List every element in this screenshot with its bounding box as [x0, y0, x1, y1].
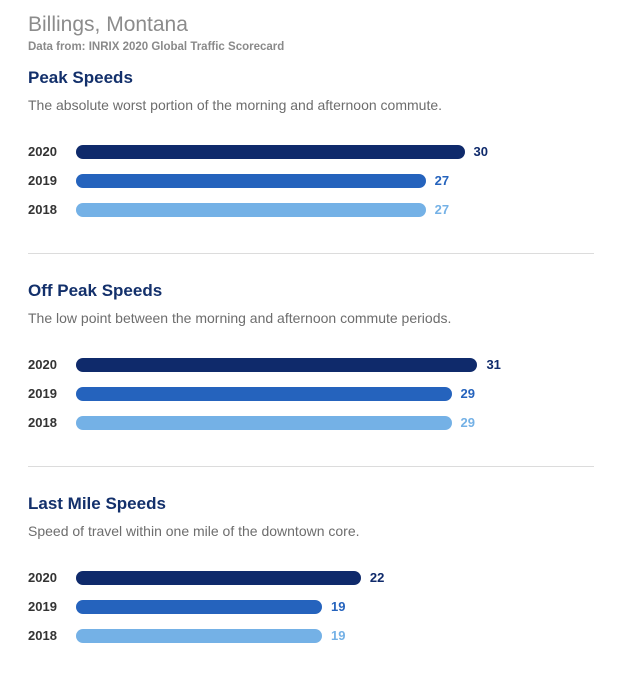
bar-row: 2020 30 — [0, 141, 620, 163]
section-divider — [28, 466, 594, 467]
bar — [76, 145, 465, 159]
bar-row: 2020 22 — [0, 567, 620, 589]
bar-row: 2018 29 — [0, 412, 620, 434]
bar — [76, 203, 426, 217]
data-source: Data from: INRIX 2020 Global Traffic Sco… — [28, 41, 285, 53]
page-title: Billings, Montana — [28, 13, 188, 36]
category-label: 2019 — [28, 386, 57, 401]
category-label: 2020 — [28, 357, 57, 372]
data-label: 22 — [369, 570, 385, 585]
data-label: 19 — [331, 628, 346, 643]
data-label: 27 — [434, 173, 450, 188]
bar — [76, 600, 323, 614]
category-label: 2020 — [28, 570, 57, 585]
bar — [76, 629, 323, 643]
bar-row: 2019 27 — [0, 170, 620, 192]
peak-speeds-chart: Peak Speeds The absolute worst portion of… — [0, 68, 620, 268]
chart-title: Off Peak Speeds — [28, 281, 163, 300]
bar — [76, 174, 426, 188]
category-label: 2020 — [28, 144, 57, 159]
bar-row: 2019 29 — [0, 383, 620, 405]
data-label: 29 — [460, 415, 476, 430]
bar — [76, 416, 452, 430]
last-mile-speeds-chart: Last Mile Speeds Speed of travel within o… — [0, 494, 620, 694]
bar — [76, 387, 452, 401]
bar-row: 2020 31 — [0, 354, 620, 376]
bar-row: 2019 19 — [0, 596, 620, 618]
bar — [76, 571, 361, 585]
chart-subtitle: The absolute worst portion of the mornin… — [28, 97, 443, 113]
chart-subtitle: The low point between the morning and af… — [28, 310, 452, 326]
data-label: 29 — [460, 386, 476, 401]
category-label: 2018 — [28, 202, 57, 217]
chart-subtitle: Speed of travel within one mile of the d… — [28, 523, 360, 539]
category-label: 2018 — [28, 415, 57, 430]
data-label: 31 — [486, 357, 501, 372]
bar-row: 2018 19 — [0, 625, 620, 647]
category-label: 2019 — [28, 173, 57, 188]
chart-title: Last Mile Speeds — [28, 494, 166, 513]
data-label: 27 — [434, 202, 450, 217]
data-label: 19 — [331, 599, 346, 614]
section-divider — [28, 253, 594, 254]
bar — [76, 358, 478, 372]
off-peak-speeds-chart: Off Peak Speeds The low point between the… — [0, 281, 620, 481]
category-label: 2019 — [28, 599, 57, 614]
category-label: 2018 — [28, 628, 57, 643]
data-label: 30 — [473, 144, 488, 159]
chart-title: Peak Speeds — [28, 68, 133, 87]
bar-row: 2018 27 — [0, 199, 620, 221]
